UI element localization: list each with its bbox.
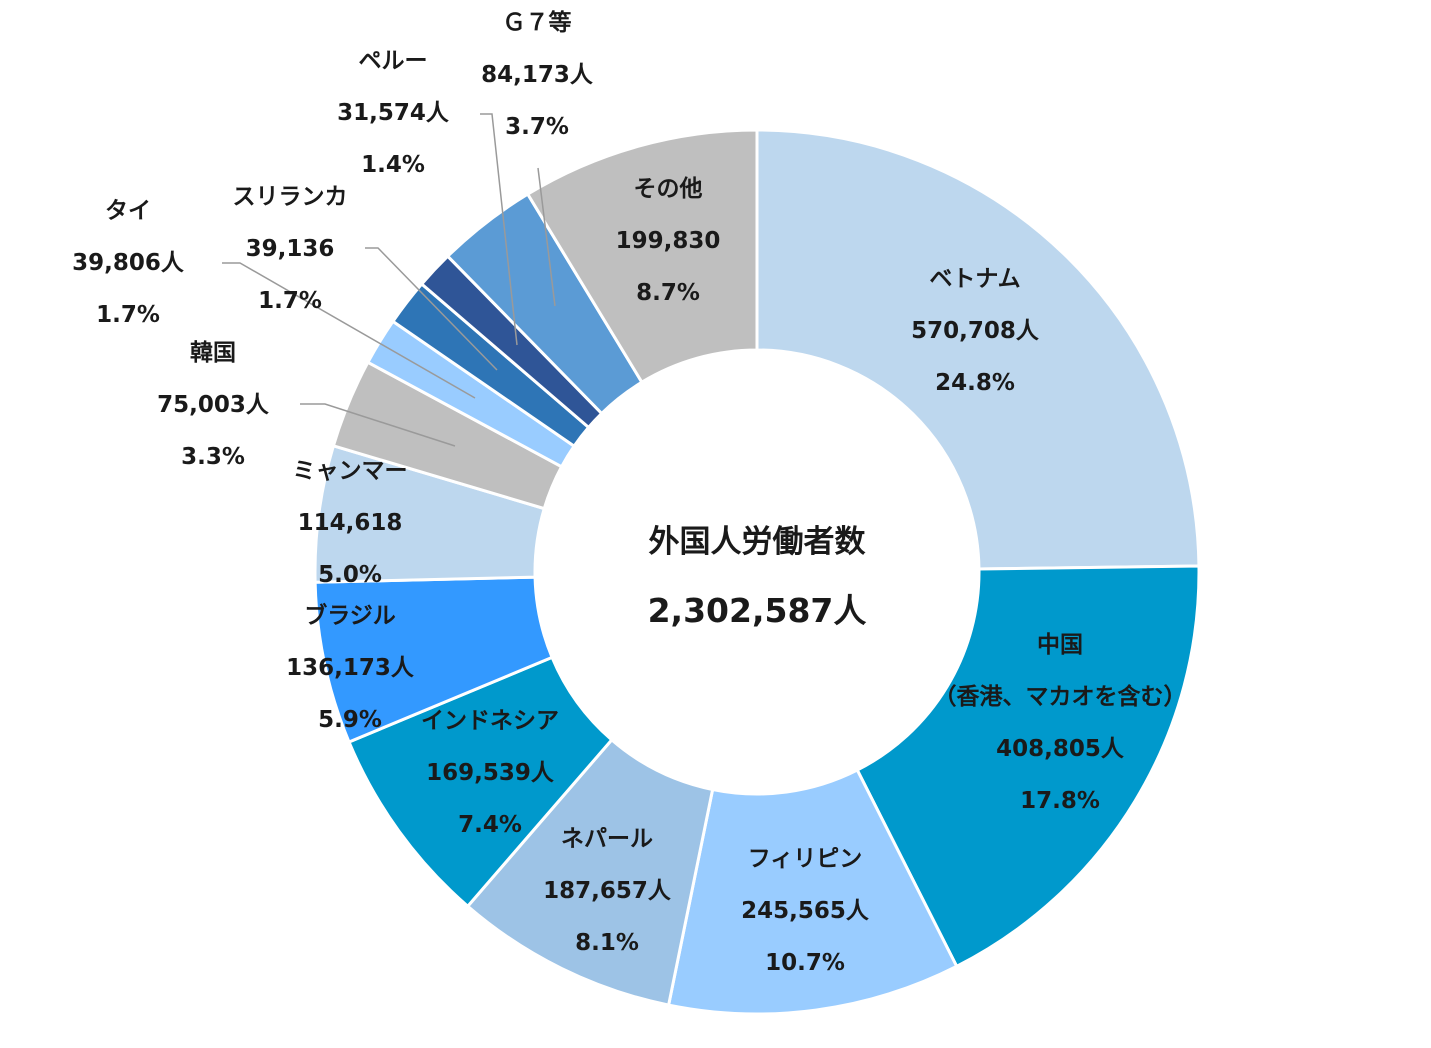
leader-line-9 [365,247,498,371]
leader-line-8 [222,262,476,399]
slice-1 [855,564,1201,969]
slice-12-percent-label: 8.7% [636,280,700,306]
slice-7-percent-label: 3.3% [181,444,245,470]
slice-11-percent-label: 3.7% [505,114,569,140]
slice-6-name: ミャンマー [293,458,408,484]
slice-8-percent-label: 1.7% [96,302,160,328]
slice-2-value-label: 245,565人 [741,898,870,924]
slice-4-value-label: 169,539人 [426,760,555,786]
slice-0 [755,128,1201,571]
slice-2-name: フィリピン [748,846,863,872]
slice-0-value-label: 570,708人 [911,318,1040,344]
slice-4-percent-label: 7.4% [458,812,522,838]
slice-1-sub: （香港、マカオを含む） [934,683,1187,710]
slice-1-name: 中国 [1037,632,1083,658]
slice-12-name: その他 [634,176,703,202]
center-title: 外国人労働者数 [649,524,866,560]
slice-0-name: ベトナム [929,266,1020,292]
slice-0-percent-label: 24.8% [935,370,1015,396]
slice-6-percent-label: 5.0% [318,562,382,588]
slice-8-name: タイ [105,198,151,224]
slice-9-percent-label: 1.7% [258,288,322,314]
slice-2-percent-label: 10.7% [765,950,845,976]
leader-line-7 [300,403,456,447]
slice-11-value-label: 84,173人 [481,62,594,88]
donut-slices [313,128,1201,1016]
slice-labels: ベトナム 570,708人 24.8% 中国 （香港、マカオを含む） 408,805人 17… [72,9,1186,976]
leader-line-10 [480,113,518,346]
center-label: 外国人労働者数 2,302,587人 [648,524,867,630]
slice-11-name: Ｇ７等 [503,9,572,36]
slice-9-value-label: 39,136 [246,236,335,262]
leader-line-11 [537,167,556,307]
slice-5-name: ブラジル [304,602,396,629]
slice-2 [666,768,959,1016]
slice-4-name: インドネシア [421,708,559,734]
slice-12-value-label: 199,830 [616,228,721,254]
slice-7-name: 韓国 [190,339,236,366]
slice-1-percent-label: 17.8% [1020,788,1100,814]
slice-8-value-label: 39,806人 [72,250,185,276]
slice-3-name: ネパール [561,826,653,852]
slice-1-value-label: 408,805人 [996,736,1125,762]
slice-9-name: スリランカ [233,184,348,210]
slice-6-value-label: 114,618 [298,510,403,536]
slice-3-percent-label: 8.1% [575,930,639,956]
slice-10-value-label: 31,574人 [337,100,450,126]
slice-10-name: ペルー [359,48,428,74]
slice-12 [525,128,759,385]
leader-lines [222,113,556,447]
slice-5-percent-label: 5.9% [318,707,382,733]
slice-10-percent-label: 1.4% [361,152,425,178]
slice-5-value-label: 136,173人 [286,655,415,681]
center-total: 2,302,587人 [648,591,867,630]
slice-7-value-label: 75,003人 [157,392,270,418]
slice-3-value-label: 187,657人 [543,878,672,904]
